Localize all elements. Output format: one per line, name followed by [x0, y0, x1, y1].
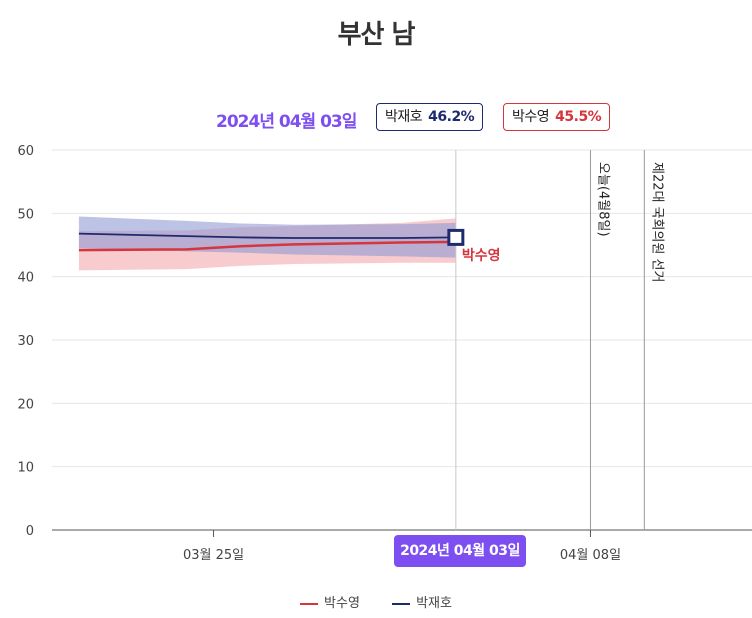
x-tick-label: 04월 08일 [560, 548, 621, 563]
y-tick-label: 30 [17, 334, 34, 349]
legend-swatch-icon [300, 602, 319, 605]
legend-swatch-icon [392, 602, 411, 605]
candidate-value: 46.2% [428, 109, 475, 125]
legend-item[interactable]: 박재호 [392, 592, 452, 611]
x-tick-label: 03월 25일 [183, 548, 244, 563]
series-end-label: 박수영 [462, 247, 501, 264]
hover-marker [447, 228, 465, 246]
series-line [78, 232, 456, 239]
candidate-value-box-1: 박재호 46.2% [376, 103, 484, 131]
legend-item[interactable]: 박수영 [300, 592, 360, 611]
y-tick-label: 20 [17, 397, 34, 412]
y-tick-label: 40 [17, 271, 34, 286]
y-tick-label: 10 [17, 461, 34, 476]
candidate-value: 45.5% [555, 109, 602, 125]
legend-label: 박재호 [416, 596, 452, 611]
candidate-name: 박재호 [385, 109, 423, 125]
hover-date: 2024년 04월 03일 [216, 112, 357, 132]
hover-summary: 2024년 04월 03일 박재호 46.2% 박수영 45.5% [0, 103, 752, 133]
candidate-name: 박수영 [512, 109, 550, 125]
event-label: 오늘(4월8일) [595, 162, 610, 237]
y-tick-label: 50 [17, 207, 34, 222]
event-label: 제22대 국회의원 선거 [649, 162, 664, 283]
series-line [78, 240, 456, 252]
x-axis-tooltip: 2024년 04월 03일 [394, 535, 526, 567]
chart-title: 부산 남 [337, 20, 416, 50]
y-tick-label: 60 [17, 144, 34, 159]
legend-label: 박수영 [324, 596, 360, 611]
y-tick-label: 0 [26, 524, 34, 539]
candidate-value-box-2: 박수영 45.5% [503, 103, 611, 131]
legend: 박수영 박재호 [0, 592, 752, 611]
